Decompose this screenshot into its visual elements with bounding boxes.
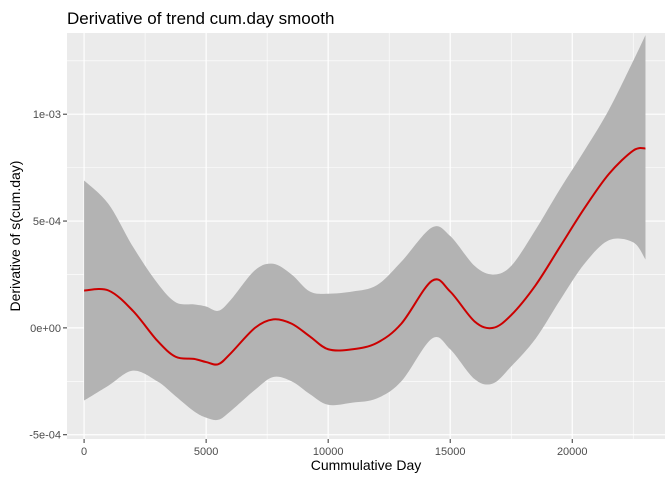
y-tick-label: 0e+00 <box>30 323 61 335</box>
x-tick-label: 5000 <box>194 446 218 458</box>
y-axis-ticks: -5e-04 0e+00 5e-04 1e-03 <box>29 109 67 442</box>
x-tick-label: 10000 <box>313 446 344 458</box>
y-tick-label: 5e-04 <box>33 216 61 228</box>
x-tick-label: 20000 <box>557 446 588 458</box>
x-tick-label: 15000 <box>435 446 466 458</box>
y-tick-label: 1e-03 <box>33 109 61 121</box>
y-axis-title: Derivative of s(cum.day) <box>7 161 23 312</box>
derivative-line <box>84 146 646 366</box>
x-axis-title: Cummulative Day <box>311 457 421 473</box>
x-tick-label: 0 <box>81 446 87 458</box>
confidence-ribbon <box>84 35 646 421</box>
y-tick-label: -5e-04 <box>29 430 61 442</box>
x-axis-ticks: 0 5000 10000 15000 20000 <box>81 439 588 458</box>
chart-title: Derivative of trend cum.day smooth <box>67 9 334 28</box>
